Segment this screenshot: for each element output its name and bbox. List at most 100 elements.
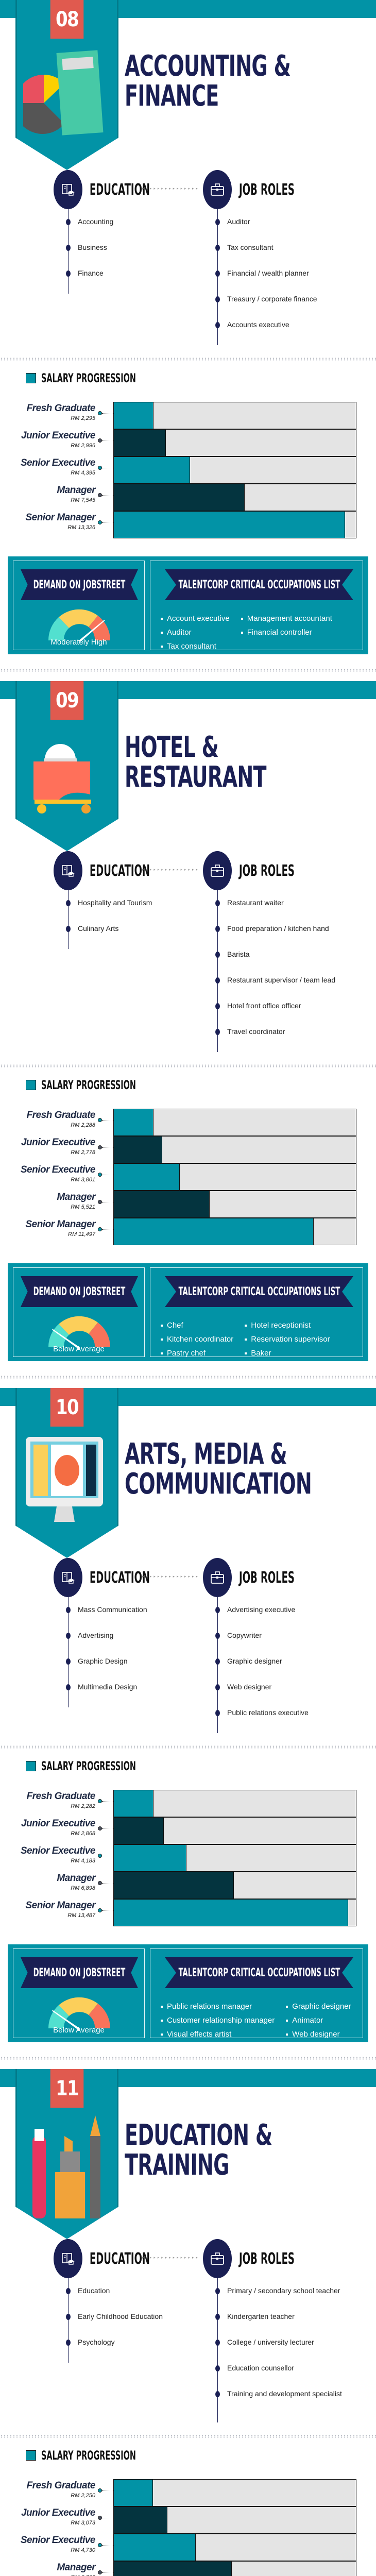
pin-dot-icon: [98, 1200, 102, 1204]
section-number: 09: [50, 681, 84, 720]
salary-value: RM 2,868: [71, 1831, 95, 1837]
salary-value: RM 13,487: [67, 1912, 95, 1919]
salary-bar: [114, 512, 345, 538]
education-jobroles: EDUCATION Education Early Childhood Educa…: [0, 2239, 376, 2435]
dotted-leader: [102, 522, 113, 523]
pin-dot-icon: [98, 520, 102, 524]
pin-dot-icon: [98, 2516, 102, 2520]
critical-occupation-item: Hotel receptionist: [245, 1318, 330, 1332]
title-line: COMMUNICATION: [125, 1467, 312, 1501]
salary-level-label: Manager: [57, 1192, 95, 1202]
critical-ribbon: TALENTCORP CRITICAL OCCUPATIONS LIST: [165, 1957, 353, 1988]
job-roles-heading: JOB ROLES: [239, 2249, 295, 2268]
education-heading: EDUCATION: [90, 861, 150, 880]
critical-occupations-list: Chef Kitchen coordinator Pastry chef Hotel …: [161, 1318, 357, 1360]
salary-level-label: Junior Executive: [21, 1137, 96, 1148]
demand-box: DEMAND ON JOBSTREET Below Average: [13, 1948, 145, 2038]
demand-level: Below Average: [53, 2026, 105, 2035]
job-roles-list: Auditor Tax consultant Financial / wealth …: [215, 209, 332, 345]
teal-square-icon: [26, 2450, 36, 2461]
education-item: Mass Communication: [66, 1604, 190, 1630]
critical-occupation-item: Customer relationship manager: [161, 2013, 275, 2027]
section-number: 11: [50, 2069, 84, 2108]
job-role-item: Auditor: [215, 216, 332, 242]
book-graduation-cap-icon: [54, 170, 82, 209]
salary-value: RM 4,183: [71, 1858, 95, 1864]
salary-value: RM 13,326: [67, 524, 95, 531]
salary-progression: SALARY PROGRESSION Fresh Graduate RM 2,29…: [0, 361, 376, 681]
critical-occupation-item: Graphic designer: [286, 1999, 351, 2013]
salary-heading: SALARY PROGRESSION: [41, 1759, 136, 1773]
salary-level-label: Junior Executive: [21, 1818, 96, 1829]
book-graduation-cap-icon: [54, 2239, 82, 2278]
salary-bar-track: [113, 2506, 356, 2534]
salary-value: RM 2,778: [71, 1149, 95, 1156]
section-title: ARTS, MEDIA & COMMUNICATION: [125, 1439, 312, 1499]
salary-row: Fresh Graduate RM 2,288: [0, 1109, 376, 1136]
salary-value: RM 6,780: [57, 2574, 95, 2576]
teal-square-icon: [26, 1761, 36, 1771]
salary-bar: [114, 1845, 186, 1871]
pin-dot-icon: [98, 1227, 102, 1231]
critical-occupation-item: Financial controller: [241, 625, 332, 639]
pin-dot-icon: [98, 411, 102, 415]
critical-column: Public relations manager Customer relatio…: [161, 1999, 275, 2041]
demand-ribbon: DEMAND ON JOBSTREET: [21, 569, 138, 600]
calculator-pie-chart-icon: [14, 46, 106, 149]
salary-value: RM 3,073: [71, 2520, 95, 2526]
salary-row: Fresh Graduate RM 2,295: [0, 402, 376, 429]
salary-level-label: Senior Manager: [25, 1219, 95, 1230]
salary-bar: [114, 2507, 167, 2533]
dotted-leader: [102, 2490, 113, 2491]
title-line: ARTS, MEDIA &: [125, 1437, 287, 1471]
pin-dot-icon: [98, 1908, 102, 1912]
salary-bar: [114, 1137, 162, 1163]
salary-bar: [114, 402, 153, 429]
salary-bar-track: [113, 2534, 356, 2561]
salary-row: Senior Manager RM 11,497: [0, 1218, 376, 1245]
salary-bar-track: [113, 429, 356, 456]
salary-row: Senior Manager RM 13,326: [0, 511, 376, 538]
critical-occupation-item: Kitchen coordinator: [161, 1332, 233, 1346]
critical-column: Account executive Auditor Tax consultant: [161, 612, 230, 653]
salary-bar-track: [113, 456, 356, 484]
pin-dot-icon: [98, 1854, 102, 1858]
salary-bar: [114, 457, 190, 483]
job-roles-heading: JOB ROLES: [239, 1568, 295, 1587]
demand-gauge-icon: [48, 1316, 110, 1349]
salary-bar-track: [113, 484, 356, 511]
dotted-divider: [0, 2057, 376, 2060]
dotted-divider: [0, 669, 376, 672]
section-header: 10 ARTS, MEDIA & COMMUNICATION: [0, 1388, 376, 1558]
salary-row: Senior Executive RM 4,183: [0, 1844, 376, 1872]
job-roles-list: Restaurant waiter Food preparation / kitc…: [215, 890, 335, 1052]
critical-occupation-item: Tax consultant: [161, 639, 230, 653]
education-column: EDUCATION Mass Communication Advertising G…: [54, 1558, 190, 1707]
dotted-leader: [102, 1147, 113, 1148]
critical-occupation-item: Auditor: [161, 625, 230, 639]
salary-bar-track: [113, 1844, 356, 1872]
education-item: Business: [66, 242, 190, 268]
salary-bar-track: [113, 1218, 356, 1245]
salary-bar: [114, 2480, 153, 2506]
salary-bar: [114, 484, 245, 511]
salary-level-label: Fresh Graduate: [26, 403, 96, 414]
critical-occupation-item: Reservation supervisor: [245, 1332, 330, 1346]
title-line: RESTAURANT: [125, 760, 267, 794]
title-line: TRAINING: [125, 2148, 229, 2182]
salary-level-label: Fresh Graduate: [26, 1791, 96, 1802]
education-item: Finance: [66, 268, 190, 294]
arrow-connector: ▸ ▸ ▸ ▸ ▸ ▸ ▸ ▸ ▸ ▸ ▸ ▸ ▸ ▸ ▸ ▸ ▸ ▸ ▸ ▸: [142, 187, 199, 191]
salary-row: Junior Executive RM 2,868: [0, 1817, 376, 1844]
critical-occupation-item: Public relations manager: [161, 1999, 275, 2013]
job-role-item: Public relations executive: [215, 1707, 332, 1733]
salary-value: RM 2,250: [71, 2493, 95, 2499]
pin-dot-icon: [98, 493, 102, 497]
pin-dot-icon: [98, 1145, 102, 1149]
salary-level-label: Manager: [57, 2562, 95, 2573]
critical-occupations-box: TALENTCORP CRITICAL OCCUPATIONS LIST Pub…: [150, 1948, 363, 2041]
salary-level-label: Senior Executive: [20, 1164, 96, 1175]
salary-value: RM 4,730: [71, 2547, 95, 2553]
education-item: Accounting: [66, 216, 190, 242]
job-role-item: Accounts executive: [215, 319, 332, 345]
